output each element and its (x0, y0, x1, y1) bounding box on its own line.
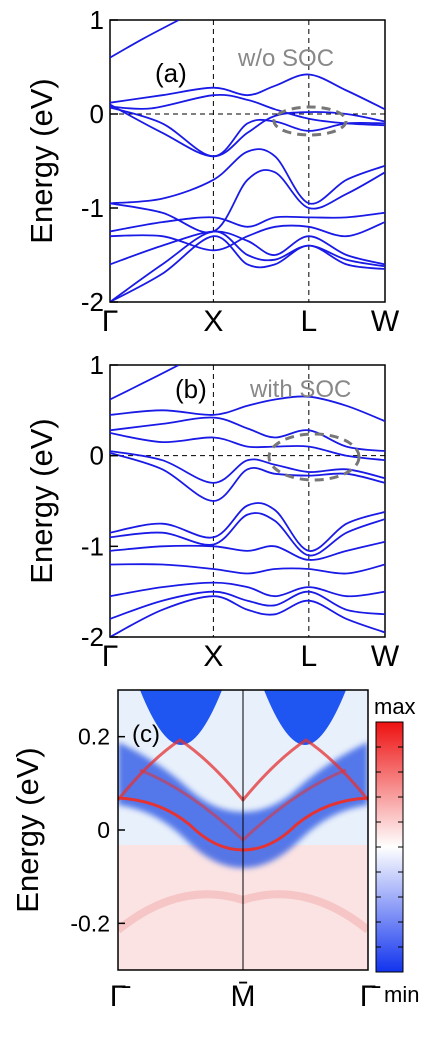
band-line (110, 416, 385, 452)
panel-c: (c) -0.2 0 0.2 Γ̄ M̄ Γ̄ Energy (eV) max min (10, 689, 419, 1013)
band-line (110, 211, 385, 233)
band-line (110, 230, 385, 266)
ytick-label: -0.2 (70, 910, 110, 936)
ytick-label: 0.2 (78, 724, 110, 750)
panel-c-heatmap (118, 690, 368, 970)
panel-a-yticks: -2 -1 0 1 (81, 5, 118, 317)
panel-b-yticks: -2 -1 0 1 (81, 350, 118, 652)
band-line (110, 502, 385, 552)
ytick-label: 1 (90, 5, 104, 35)
panel-b-annotation: with SOC (249, 376, 351, 403)
panel-b: (b) with SOC -2 -1 0 1 Γ X L W Energy (eV) (24, 350, 400, 673)
colorbar-ticks (376, 746, 403, 948)
band-line (110, 221, 385, 252)
panel-a-annotation: w/o SOC (237, 45, 334, 72)
ytick-label: 0 (90, 441, 104, 471)
panel-a: (a) w/o SOC -2 -1 0 1 Γ X L W Energy (eV) (24, 5, 400, 338)
band-line (110, 106, 385, 158)
panel-b-bands (110, 365, 385, 637)
panel-a-frame (109, 19, 386, 303)
xtick-label: M̄ (231, 980, 256, 1013)
band-line (110, 581, 385, 598)
band-line (110, 450, 385, 484)
panel-b-label: (b) (175, 374, 207, 404)
panel-a-highlight-ellipse (272, 105, 348, 137)
xtick-label: L (300, 640, 317, 673)
band-line (110, 563, 385, 575)
xtick-label: Γ̄ (360, 980, 382, 1013)
panel-c-label: (c) (132, 721, 160, 748)
ytick-label: -2 (81, 622, 104, 652)
ytick-label: 0 (90, 99, 104, 129)
heatmap-top-right-triangle (264, 690, 346, 745)
band-line (110, 395, 385, 423)
band-line (110, 20, 180, 59)
band-line (110, 432, 385, 462)
ytick-label: -1 (81, 531, 104, 561)
heatmap-top-left-triangle (140, 690, 222, 745)
band-line (110, 169, 385, 234)
band-line (110, 365, 180, 401)
panel-a-bands (110, 20, 385, 302)
band-line (110, 595, 385, 637)
panel-b-frame (109, 364, 386, 638)
panel-b-highlight-ellipse (267, 432, 361, 482)
xtick-label: X (203, 305, 223, 338)
xtick-label: W (371, 305, 400, 338)
xtick-label: Γ (102, 305, 119, 338)
ytick-label: 1 (90, 350, 104, 380)
band-line (110, 590, 385, 620)
band-line (110, 148, 385, 205)
xtick-label: W (371, 640, 400, 673)
xtick-label: Γ (102, 640, 119, 673)
xtick-label: Γ̄ (110, 980, 132, 1013)
panel-c-yticks: -0.2 0 0.2 (70, 724, 125, 936)
panel-a-label: (a) (155, 58, 187, 88)
ytick-label: -2 (81, 287, 104, 317)
band-line (110, 94, 385, 127)
panel-b-ylabel: Energy (eV) (24, 418, 59, 583)
ytick-label: -1 (81, 193, 104, 223)
band-line (110, 73, 385, 111)
panel-c-xticks: Γ̄ M̄ Γ̄ (110, 980, 382, 1013)
panel-a-ylabel: Energy (eV) (24, 78, 59, 243)
band-line (110, 512, 385, 557)
ytick-label: 0 (97, 817, 110, 843)
band-line (110, 230, 385, 302)
band-line (110, 540, 385, 561)
band-line (110, 452, 385, 502)
panel-c-ylabel: Energy (eV) (10, 747, 45, 912)
colorbar-min-label: min (384, 982, 419, 1007)
band-line (110, 235, 385, 302)
xtick-label: L (300, 305, 317, 338)
xtick-label: X (203, 640, 223, 673)
band-line (110, 103, 385, 158)
colorbar-max-label: max (374, 694, 416, 719)
